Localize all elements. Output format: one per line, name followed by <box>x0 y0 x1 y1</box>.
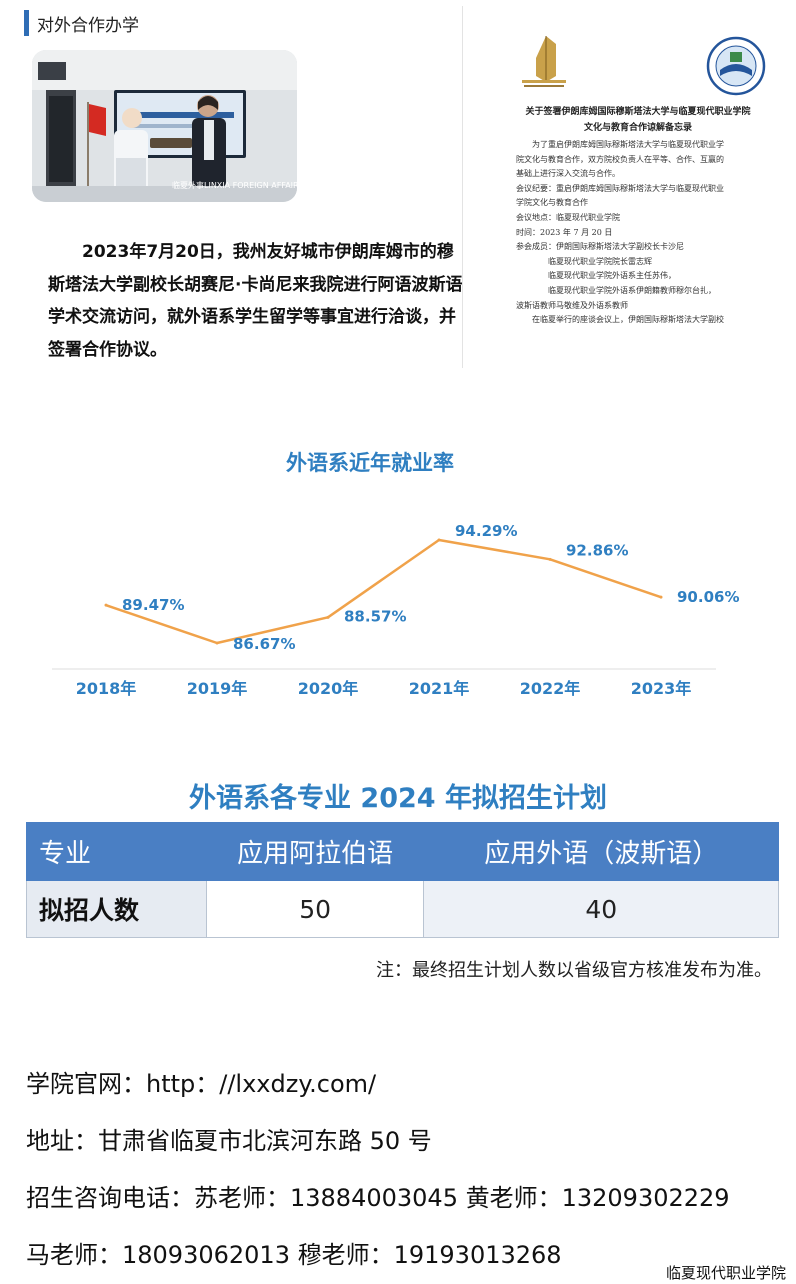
x-tick-label: 2018年 <box>76 679 137 698</box>
x-tick-label: 2019年 <box>187 679 248 698</box>
signing-photo-illustration <box>32 50 297 202</box>
memo-line: 为了重启伊朗库姆国际穆斯塔法大学与临夏现代职业学 <box>532 140 724 149</box>
header-arabic: 应用阿拉伯语 <box>205 822 425 881</box>
plan-title: 外语系各专业 2024 年拟招生计划 <box>189 783 607 814</box>
data-point <box>326 615 330 619</box>
table-header-row: 专业 应用阿拉伯语 应用外语（波斯语） <box>26 822 779 881</box>
memo-title-line: 文化与教育合作谅解备忘录 <box>583 123 692 133</box>
chart-title: 外语系近年就业率 <box>286 451 454 475</box>
address-line: 地址：甘肃省临夏市北滨河东路 50 号 <box>26 1127 432 1155</box>
data-point <box>215 641 219 645</box>
column-divider <box>462 6 463 368</box>
data-label: 90.06% <box>677 588 739 606</box>
header-major: 专业 <box>26 822 207 881</box>
intro-paragraph: 2023年7月20日，我州友好城市伊朗库姆市的穆斯塔法大学副校长胡赛尼·卡尚尼来… <box>48 242 463 360</box>
memo-document: 关于签署伊朗库姆国际穆斯塔法大学与临夏现代职业学院 文化与教育合作谅解备忘录 为… <box>466 0 796 370</box>
x-tick-label: 2023年 <box>631 679 692 698</box>
data-point <box>104 603 108 607</box>
data-point <box>659 595 663 599</box>
memo-line: 时间：2023 年 7 月 20 日 <box>516 227 613 237</box>
section-header: 对外合作办学 <box>24 10 139 36</box>
phone-line-1: 招生咨询电话：苏老师：13884003045 黄老师：13209302229 <box>26 1184 730 1212</box>
memo-line: 基础上进行深入交流与合作。 <box>516 169 620 179</box>
header-persian: 应用外语（波斯语） <box>423 822 779 881</box>
section-title: 对外合作办学 <box>37 15 139 36</box>
x-tick-label: 2022年 <box>520 679 581 698</box>
memo-title-line: 关于签署伊朗库姆国际穆斯塔法大学与临夏现代职业学院 <box>525 107 751 117</box>
table-row: 拟招人数 50 40 <box>26 880 779 938</box>
x-tick-label: 2020年 <box>298 679 359 698</box>
memo-line: 参会成员：伊朗国际穆斯塔法大学副校长卡沙尼 <box>516 242 684 252</box>
memo-line: 临夏现代职业学院院长雷志辉 <box>548 256 652 266</box>
data-label: 89.47% <box>122 596 184 614</box>
memo-line: 在临夏举行的座谈会议上，伊朗国际穆斯塔法大学副校 <box>532 315 724 325</box>
phone-line-2: 马老师：18093062013 穆老师：19193013268 <box>26 1241 562 1269</box>
plan-note: 注：最终招生计划人数以省级官方核准发布为准。 <box>376 960 772 981</box>
footer-brand: 临夏现代职业学院 <box>665 1264 786 1282</box>
data-label: 92.86% <box>566 541 628 559</box>
data-point <box>437 538 441 542</box>
arabic-count: 50 <box>205 880 425 938</box>
data-label: 86.67% <box>233 635 295 653</box>
memo-line: 会议地点：临夏现代职业学院 <box>516 212 620 222</box>
memo-line: 院文化与教育合作，双方院校负责人在平等、合作、互赢的 <box>516 154 724 164</box>
memo-line: 会议纪要：重启伊朗库姆国际穆斯塔法大学与临夏现代职业 <box>516 183 724 193</box>
data-label: 88.57% <box>344 607 406 625</box>
memo-line: 波斯语教师马敬维及外语系教师 <box>516 300 628 310</box>
data-label: 94.29% <box>455 522 517 540</box>
memo-title: 关于签署伊朗库姆国际穆斯塔法大学与临夏现代职业学院 文化与教育合作谅解备忘录 <box>488 104 788 136</box>
memo-line: 学院文化与教育合作 <box>516 198 588 208</box>
data-point <box>548 557 552 561</box>
employment-rate-line <box>105 538 662 645</box>
website-line: 学院官网：http：//lxxdzy.com/ <box>26 1070 377 1098</box>
memo-line: 临夏现代职业学院外语系主任苏伟， <box>548 271 676 281</box>
linxia-college-seal <box>706 36 766 96</box>
section-accent-bar <box>24 10 29 36</box>
mustafa-university-logo <box>522 36 566 87</box>
persian-count: 40 <box>423 880 779 938</box>
row-label: 拟招人数 <box>26 880 207 938</box>
x-tick-label: 2021年 <box>409 679 470 698</box>
memo-line: 临夏现代职业学院外语系伊朗籍教师穆尔台扎， <box>548 285 716 295</box>
enrollment-plan-table: 专业 应用阿拉伯语 应用外语（波斯语） 拟招人数 50 40 <box>26 822 779 938</box>
photo-credit: 临夏外事LINXIA FOREIGN AFFAIRS <box>172 181 297 190</box>
memo-body: 为了重启伊朗库姆国际穆斯塔法大学与临夏现代职业学院文化与教育合作，双方院校负责人… <box>516 138 778 328</box>
signing-photo: 临夏外事LINXIA FOREIGN AFFAIRS <box>32 50 297 202</box>
